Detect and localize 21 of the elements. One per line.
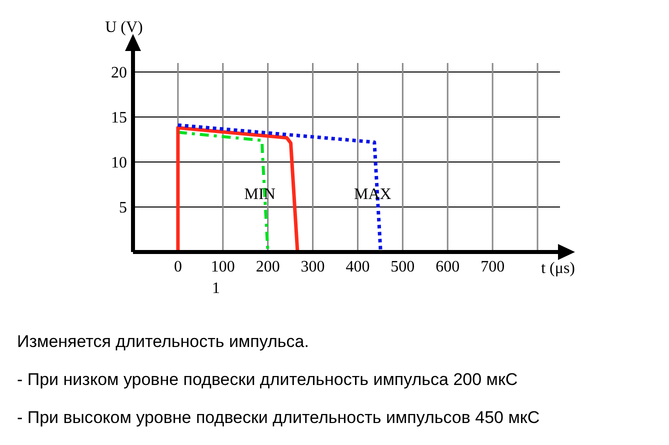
text: 1 [212,280,220,297]
y-axis-title: U (V) [105,19,143,36]
x-tick-label: 100 [210,258,235,276]
x-tick-label: 700 [480,258,505,276]
text: - При высоком уровне подвески длительность импульсов 450 мкС [17,407,540,429]
y-tick-label: 10 [111,154,127,172]
line-series [176,126,300,252]
x-tick-label: 600 [436,258,460,276]
series-label: MAX [354,186,392,203]
text: - При низком уровне подвески длительность импульса 200 мкС [17,369,519,391]
y-tick-label: 5 [119,200,127,217]
x-tick-label: 300 [300,258,325,276]
series-label: MIN [244,186,276,203]
x-tick-label: 400 [346,258,370,276]
y-tick-label: 15 [111,110,127,127]
text: Изменяется длительность импульса. [17,331,310,353]
y-tick-label: 20 [111,64,127,82]
x-tick-label: 200 [256,258,280,276]
x-tick-label: 500 [390,258,415,276]
x-tick-label: 0 [174,258,182,276]
x-axis-title: t (μs) [541,260,575,277]
